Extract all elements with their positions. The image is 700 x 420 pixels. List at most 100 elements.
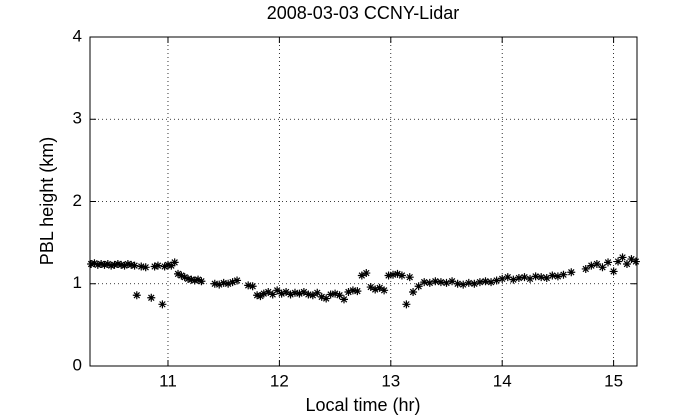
data-point — [559, 270, 568, 279]
data-point — [282, 287, 291, 296]
data-point — [425, 278, 434, 287]
y-tick-label: 1 — [73, 273, 82, 292]
data-point — [627, 255, 636, 264]
data-point — [487, 278, 496, 287]
data-point — [117, 260, 126, 269]
data-point — [286, 290, 295, 299]
data-point — [362, 269, 371, 278]
data-point — [295, 289, 304, 298]
data-point — [442, 278, 451, 287]
data-point — [344, 287, 353, 296]
y-axis-label: PBL height (km) — [37, 137, 57, 265]
data-point — [174, 269, 183, 278]
data-point — [335, 291, 344, 300]
data-point — [414, 282, 423, 291]
data-point — [219, 278, 228, 287]
data-point — [348, 286, 357, 295]
data-point — [592, 260, 601, 269]
data-point — [113, 260, 122, 269]
data-point — [259, 289, 268, 298]
data-point — [420, 278, 429, 287]
plot-frame — [89, 36, 638, 367]
data-point — [598, 263, 607, 272]
data-point — [256, 292, 265, 301]
data-point — [277, 289, 286, 298]
data-point — [567, 268, 576, 277]
x-tick-label: 14 — [493, 371, 512, 390]
data-point — [366, 283, 375, 292]
data-point — [194, 275, 203, 284]
data-point — [389, 270, 398, 279]
data-point — [448, 277, 457, 286]
data-point — [264, 287, 273, 296]
data-point — [353, 287, 362, 296]
data-point — [481, 277, 490, 286]
data-point — [127, 260, 136, 269]
data-point — [248, 282, 257, 291]
data-point — [93, 260, 102, 269]
data-point — [150, 262, 159, 271]
data-point — [542, 273, 551, 282]
data-point — [308, 291, 317, 300]
data-point — [187, 275, 196, 284]
data-point — [431, 277, 440, 286]
data-point — [304, 290, 313, 299]
data-point — [273, 286, 282, 295]
data-point — [160, 262, 169, 271]
data-point — [581, 264, 590, 273]
data-point — [604, 258, 613, 267]
data-point — [103, 260, 112, 269]
y-tick-label: 2 — [73, 191, 82, 210]
data-point — [402, 300, 411, 309]
x-tick-label: 11 — [159, 371, 177, 390]
data-point — [436, 278, 445, 287]
data-point — [87, 260, 96, 269]
data-point — [290, 288, 299, 297]
data-point — [90, 259, 99, 268]
data-point — [384, 271, 393, 280]
data-point — [405, 273, 414, 282]
x-tick-label: 12 — [270, 371, 289, 390]
x-axis-label: Local time (hr) — [305, 395, 420, 415]
data-point — [177, 271, 186, 280]
data-point — [631, 257, 640, 266]
data-point — [197, 277, 206, 286]
data-point — [622, 260, 631, 269]
data-point — [464, 278, 473, 287]
data-point — [317, 292, 326, 301]
data-point — [375, 283, 384, 292]
data-point — [553, 272, 562, 281]
data-point — [514, 273, 523, 282]
data-point — [253, 291, 262, 300]
data-point — [299, 287, 308, 296]
data-point — [548, 271, 557, 280]
data-point — [470, 279, 479, 288]
data-point — [326, 290, 335, 299]
data-point — [210, 279, 219, 288]
x-tick-label: 13 — [381, 371, 400, 390]
data-point — [371, 285, 380, 294]
data-point — [244, 281, 253, 290]
data-point — [170, 258, 179, 267]
data-point — [587, 261, 596, 270]
data-point — [158, 300, 167, 309]
data-point — [180, 273, 189, 282]
y-tick-label: 0 — [73, 355, 82, 374]
data-point — [503, 273, 512, 282]
data-point — [163, 260, 172, 269]
x-tick-label: 15 — [604, 371, 623, 390]
data-point — [537, 273, 546, 282]
data-point — [268, 290, 277, 299]
data-point — [498, 274, 507, 283]
data-point — [132, 291, 141, 300]
data-point — [313, 288, 322, 297]
data-point — [120, 261, 129, 270]
data-point — [215, 280, 224, 289]
data-point — [141, 263, 150, 272]
data-point — [520, 273, 529, 282]
data-point — [107, 261, 116, 270]
data-point — [609, 267, 618, 276]
data-point — [137, 262, 146, 271]
data-point — [614, 257, 623, 266]
